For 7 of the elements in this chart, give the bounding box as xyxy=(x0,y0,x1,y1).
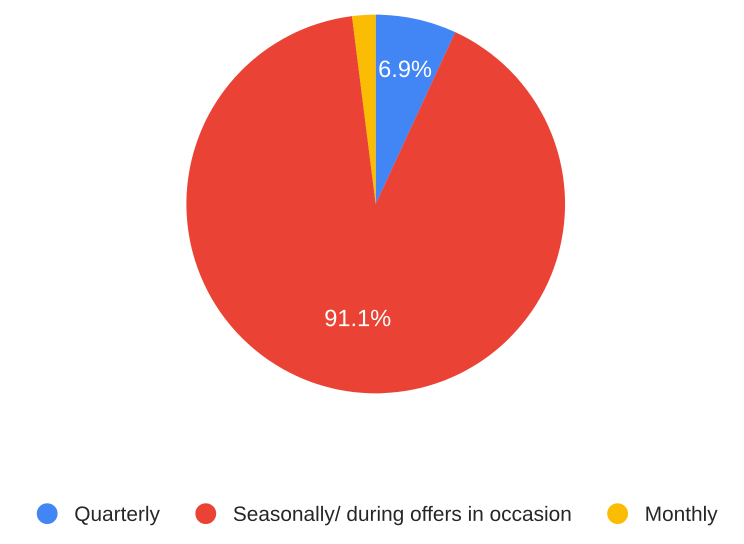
data-label: 91.1% xyxy=(325,310,390,326)
legend-label: Quarterly xyxy=(75,506,160,526)
pie-slice xyxy=(186,16,566,394)
pie-slice xyxy=(376,14,456,204)
legend-label: Monthly xyxy=(646,506,718,526)
data-label: 6.9% xyxy=(379,60,432,78)
legend-label: Seasonally/ during offers in occasion xyxy=(234,506,570,526)
